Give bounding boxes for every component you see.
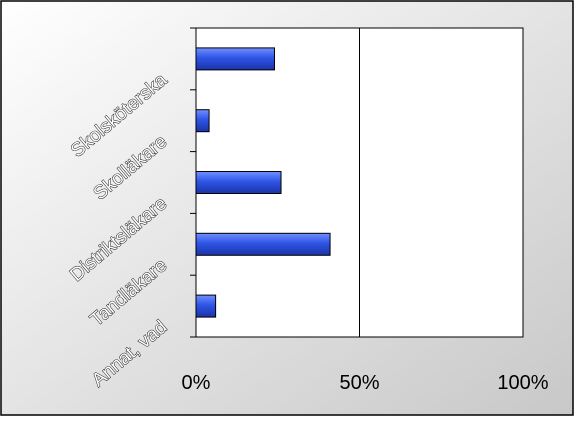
bar: [195, 171, 282, 194]
bar: [195, 294, 217, 318]
bars: [195, 47, 331, 318]
y-axis-ticks: [190, 27, 196, 338]
x-tick-label: 0%: [182, 372, 211, 394]
bar: [195, 47, 275, 71]
bar: [195, 109, 210, 133]
x-tick-label: 100%: [497, 372, 548, 394]
x-axis-tick-labels: 0% 50% 100%: [182, 372, 549, 394]
bar: [195, 232, 331, 256]
x-tick-label: 50%: [339, 372, 379, 394]
